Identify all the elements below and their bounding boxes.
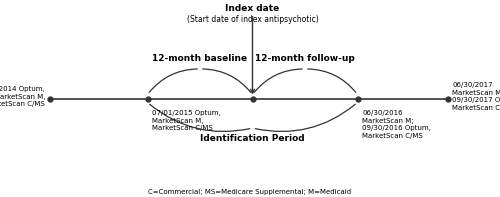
Text: 07/01/2014 Optum,
MarketScan M,
MarketScan C/MS: 07/01/2014 Optum, MarketScan M, MarketSc… [0, 86, 45, 107]
Text: 06/30/2017
MarketScan M;
09/30/2017 Optum,
MarketScan C/MS: 06/30/2017 MarketScan M; 09/30/2017 Optu… [452, 82, 500, 111]
Text: Index date: Index date [226, 4, 280, 13]
Text: 06/30/2016
MarketScan M;
09/30/2016 Optum,
MarketScan C/MS: 06/30/2016 MarketScan M; 09/30/2016 Optu… [362, 110, 432, 139]
Text: 07/01/2015 Optum,
MarketScan M,
MarketScan C/MS: 07/01/2015 Optum, MarketScan M, MarketSc… [152, 110, 221, 131]
Text: 12-month baseline: 12-month baseline [152, 54, 248, 63]
Text: C=Commercial; MS=Medicare Supplemental; M=Medicaid: C=Commercial; MS=Medicare Supplemental; … [148, 189, 352, 195]
Text: 12-month follow-up: 12-month follow-up [255, 54, 355, 63]
Text: (Start date of index antipsychotic): (Start date of index antipsychotic) [186, 15, 318, 24]
Text: Identification Period: Identification Period [200, 134, 305, 143]
